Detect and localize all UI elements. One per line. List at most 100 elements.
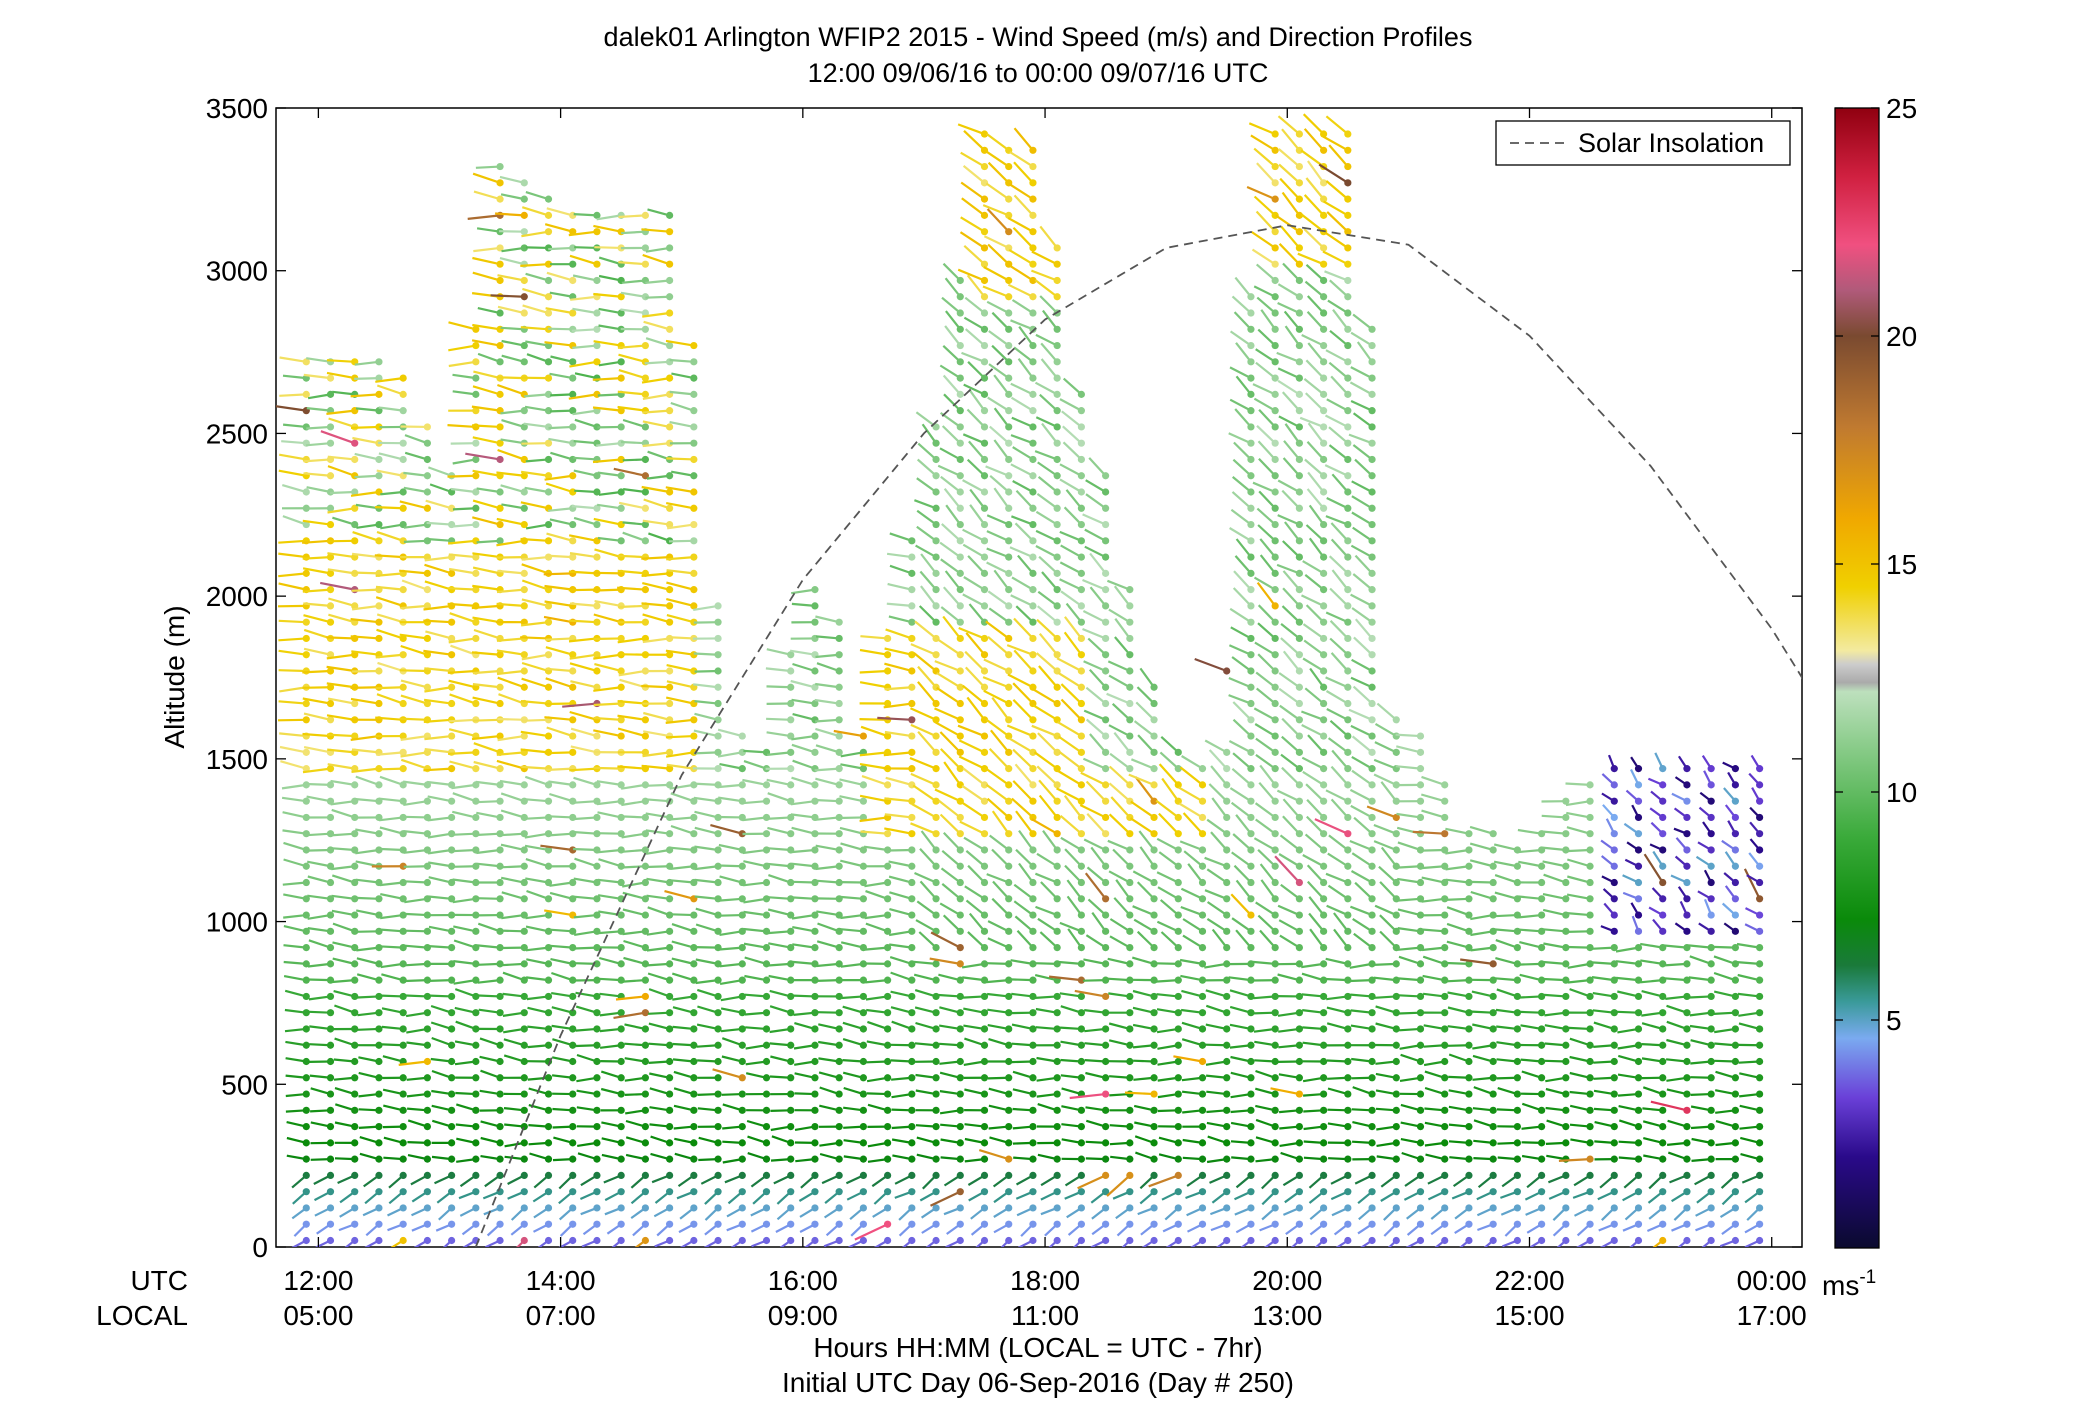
wind-barb [622, 455, 649, 464]
wind-barb [552, 1090, 577, 1098]
wind-barb-dot [520, 1204, 528, 1212]
wind-barb [894, 1188, 916, 1199]
wind-barb-dot [375, 1057, 383, 1066]
wind-barb [775, 1220, 795, 1233]
wind-barb-dot [544, 797, 553, 805]
wind-barb-dot [302, 862, 310, 870]
wind-barb [308, 992, 335, 1001]
wind-barb-dot [956, 341, 964, 350]
wind-barb-dot [375, 472, 383, 480]
wind-barb [307, 927, 335, 935]
wind-barb-shaft [350, 393, 380, 398]
wind-barb [967, 1171, 989, 1186]
wind-barb-dot [1005, 1236, 1013, 1245]
wind-barb [309, 1074, 335, 1082]
wind-barb-dot [617, 1090, 625, 1098]
wind-barb-dot [544, 976, 553, 984]
wind-barb [957, 123, 989, 138]
wind-barb-shaft [327, 465, 356, 477]
wind-barb-shaft [278, 637, 307, 642]
wind-barb-shaft [545, 307, 573, 315]
wind-barb-dot [835, 732, 843, 740]
wind-barb-dot [375, 1188, 383, 1196]
wind-barb-shaft [573, 213, 598, 217]
wind-barb-dot [641, 813, 649, 822]
wind-barb-dot [569, 488, 577, 496]
wind-barb-dot [617, 667, 625, 675]
wind-barb [359, 1152, 383, 1163]
wind-barb-shaft [521, 718, 549, 722]
wind-barb-dot [520, 846, 528, 854]
wind-barb-dot [1005, 992, 1013, 1001]
wind-barb [523, 422, 553, 431]
wind-barb [330, 830, 359, 838]
wind-barb [598, 274, 625, 285]
wind-barb-dot [908, 813, 916, 822]
wind-barb-dot [302, 1122, 310, 1131]
wind-barb-dot [641, 341, 649, 350]
wind-barb-dot [956, 293, 964, 301]
wind-barb-dot [1029, 146, 1037, 154]
wind-barb-dot [787, 1139, 795, 1147]
wind-barb-shaft [573, 469, 598, 477]
wind-barb-dot [351, 1155, 359, 1163]
wind-barb-shaft [402, 780, 428, 786]
wind-barb [722, 1103, 746, 1114]
wind-barb [575, 991, 601, 1001]
wind-barb-dot [1005, 634, 1013, 643]
wind-barb-dot [738, 732, 746, 740]
wind-barb [423, 765, 456, 773]
wind-barb [726, 1204, 746, 1218]
wind-barb-shaft [448, 587, 476, 591]
wind-barb [551, 1006, 577, 1017]
wind-barb-dot [351, 1090, 359, 1098]
wind-barb-shaft [620, 783, 646, 790]
wind-barb-dot [520, 586, 528, 594]
wind-barb-dot [980, 1171, 989, 1180]
wind-barb-dot [520, 1155, 528, 1163]
wind-barb [890, 1006, 916, 1017]
wind-barb [816, 634, 843, 643]
wind-barb [576, 1089, 601, 1098]
wind-barb-dot [1029, 569, 1037, 577]
wind-barb [527, 1074, 553, 1082]
wind-barb-shaft [448, 567, 477, 575]
wind-barb [477, 307, 504, 317]
wind-barb-dot [472, 1204, 480, 1212]
wind-barb [404, 976, 431, 984]
wind-barb-dot [1029, 992, 1037, 1001]
wind-barb-shaft [476, 227, 501, 233]
wind-barb [573, 516, 601, 529]
wind-barb-dot [302, 716, 310, 724]
wind-barb [722, 1139, 746, 1147]
wind-barb-dot [472, 504, 480, 512]
wind-barb-dot [544, 960, 553, 968]
wind-barb-shaft [375, 572, 404, 577]
wind-barb-shaft [472, 683, 501, 689]
wind-barb [625, 1136, 649, 1147]
wind-barb-shaft [540, 844, 573, 852]
wind-barb-dot [956, 1074, 964, 1082]
wind-barb [476, 878, 504, 887]
wind-barb-shaft [332, 979, 355, 984]
wind-barb-shaft [319, 581, 355, 591]
wind-barb [381, 1041, 407, 1049]
wind-barb [694, 878, 722, 887]
wind-barb-dot [956, 1057, 964, 1066]
wind-barb-dot [908, 797, 916, 805]
wind-barb [1018, 1236, 1037, 1247]
wind-barb-dot [666, 586, 674, 594]
wind-barb-dot [423, 569, 431, 577]
wind-barb [910, 723, 940, 740]
wind-barb-shaft [548, 815, 573, 819]
wind-barb-shaft [447, 539, 476, 545]
wind-barb-shaft [400, 758, 428, 770]
wind-barb [520, 537, 553, 545]
wind-barb [747, 1135, 771, 1147]
wind-barb [987, 396, 1013, 415]
wind-barb [961, 784, 989, 805]
wind-barb [306, 504, 335, 512]
wind-barb [354, 358, 383, 366]
wind-barb [1011, 299, 1037, 317]
wind-barb [405, 1009, 431, 1018]
